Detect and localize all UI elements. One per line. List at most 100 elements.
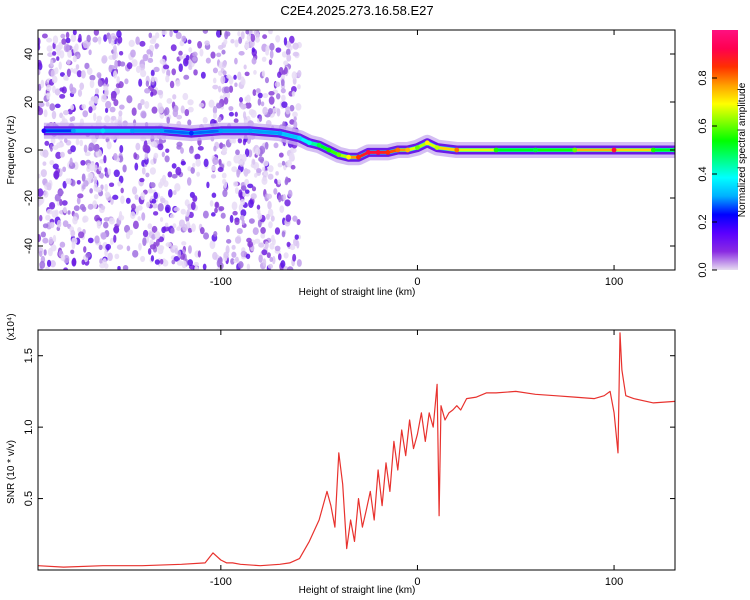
spectrogram-noise-dot [265,48,270,56]
spectrogram-noise-dot [107,168,112,176]
spectrogram-noise-dot [289,104,295,112]
spectrogram-noise-dot [59,87,65,92]
spectrogram-noise-dot [44,140,50,146]
spectrogram-noise-dot [223,39,228,45]
spectrogram-noise-dot [245,102,252,109]
spectrogram-noise-dot [118,50,124,56]
chart-title: C2E4.2025.273.16.58.E27 [280,3,433,18]
spectrogram-noise-dot [205,57,211,64]
spectrogram-noise-dot [261,70,266,77]
snr-x-ticks: -100 0 100 [210,330,623,588]
spectrogram-noise-dot [237,71,242,81]
spectrogram-noise-dot [42,161,47,166]
spectrogram-x-tick-label: -100 [210,276,232,288]
spectrogram-trace-point [129,128,135,134]
spectrogram-noise-dot [231,251,237,258]
spectrogram-noise-dot [237,31,241,37]
spectrogram-trace-point [611,147,617,153]
spectrogram-noise-dot [38,199,43,206]
spectrogram-noise-dot [226,239,232,244]
spectrogram-noise-dot [51,110,57,120]
spectrogram-noise-dot [218,206,225,212]
spectrogram-noise-dot [172,108,179,118]
spectrogram-noise-dot [239,214,245,221]
spectrogram-noise-dot [131,59,138,67]
spectrogram-noise-dot [77,231,85,239]
spectrogram-noise-dot [284,199,291,207]
spectrogram-noise-dot [232,137,237,144]
spectrogram-noise-dot [113,47,117,55]
spectrogram-noise-dot [135,65,141,74]
spectrogram-noise-dot [234,236,241,244]
spectrogram-noise-dot [151,75,155,83]
spectrogram-noise-dot [230,258,235,265]
spectrogram-noise-dot [264,241,269,250]
spectrogram-noise-dot [191,223,196,232]
spectrogram-noise-dot [226,74,232,79]
spectrogram-noise-dot [94,88,100,95]
spectrogram-noise-dot [131,107,137,116]
spectrogram-noise-dot [188,146,194,154]
spectrogram-noise-dot [53,170,60,180]
spectrogram-noise-dot [277,253,282,261]
spectrogram-noise-dot [63,267,69,270]
spectrogram-trace-point [405,147,411,153]
spectrogram-noise-dot [228,111,234,117]
spectrogram-noise-dot [118,110,123,117]
spectrogram-noise-dot [145,80,150,87]
spectrogram-noise-dot [126,95,133,104]
spectrogram-noise-dot [65,178,70,184]
spectrogram-x-tick-label: 0 [414,276,420,288]
spectrogram-noise-dot [154,231,161,240]
spectrogram-noise-dot [46,259,52,268]
spectrogram-noise-dot [38,233,42,243]
spectrogram-noise-dot [269,256,274,263]
spectrogram-noise-dot [160,197,166,204]
spectrogram-noise-dot [79,82,85,90]
spectrogram-noise-dot [215,30,222,38]
spectrogram-noise-dot [283,66,288,75]
spectrogram-noise-dot [62,206,67,214]
spectrogram-noise-dot [140,69,147,78]
spectrogram-noise-dot [274,81,281,88]
spectrogram-noise-dot [252,227,259,235]
spectrogram-noise-dot [293,116,297,122]
spectrogram-noise-dot [254,238,261,244]
spectrogram-noise-dot [137,216,141,222]
spectrogram-noise-dot [138,242,142,251]
spectrogram-noise-dot [244,189,250,194]
spectrogram-noise-dot [233,118,239,124]
spectrogram-noise-dot [293,120,298,129]
spectrogram-noise-dot [226,160,232,167]
spectrogram-noise-dot [142,229,149,238]
spectrogram-trace-segment [160,129,193,135]
spectrogram-noise-dot [100,205,106,211]
spectrogram-noise-dot [216,267,221,270]
spectrogram-noise-dot [94,214,101,222]
spectrogram-noise-dot [245,94,251,104]
spectrogram-noise-dot [269,42,275,51]
spectrogram-noise-dot [258,254,263,263]
spectrogram-noise-dot [274,245,281,252]
spectrogram-noise-dot [38,83,42,91]
spectrogram-trace-point [395,147,401,153]
spectrogram-noise-dot [93,176,98,185]
spectrogram-noise-dot [217,116,222,123]
spectrogram-noise-dot [165,148,170,153]
spectrogram-noise-dot [292,215,298,222]
spectrogram-noise-dot [200,71,206,79]
spectrogram-noise-dot [277,162,283,168]
spectrogram-noise-dot [77,193,84,199]
spectrogram-noise-dot [142,237,147,246]
spectrogram-noise-dot [114,253,120,260]
spectrogram-noise-dot [234,218,240,226]
spectrogram-trace-point [424,140,430,146]
spectrogram-noise-dot [175,166,182,176]
spectrogram-noise-dot [214,201,220,209]
spectrogram-noise-dot [49,103,56,111]
spectrogram-noise-dot [217,257,223,263]
spectrogram-noise-dot [151,198,157,204]
spectrogram-noise-dot [269,49,274,59]
spectrogram-noise-dot [240,198,245,206]
snr-x-axis-title: Height of straight line (km) [299,585,416,596]
